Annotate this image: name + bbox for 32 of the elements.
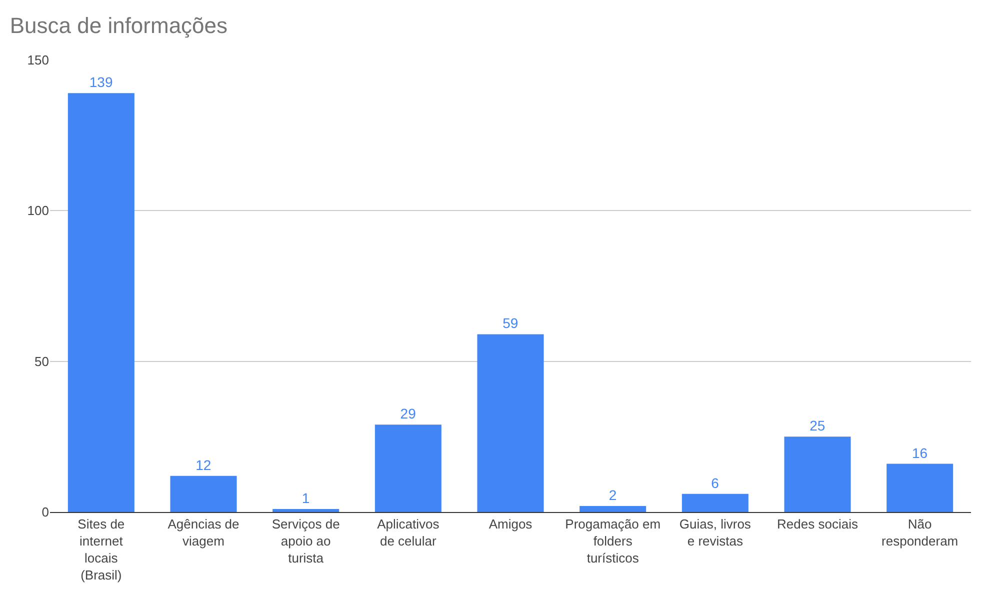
data-label: 12	[196, 456, 212, 473]
data-label: 1	[302, 490, 310, 506]
y-tick-label: 0	[42, 504, 49, 520]
x-tick-label: Guias, livros e revistas	[679, 516, 752, 548]
x-tick-label: Progamação em folders turísticos	[565, 516, 661, 566]
data-label: 59	[502, 315, 518, 332]
x-tick-label: Redes sociais	[777, 516, 858, 532]
bar	[886, 464, 954, 512]
x-tick-label: Aplicativos de celular	[377, 516, 440, 548]
x-tick-label: Sites de internet locais (Brasil)	[78, 516, 125, 582]
bar	[682, 494, 748, 512]
bar	[374, 424, 442, 512]
bar	[170, 476, 237, 512]
y-tick-label: 150	[27, 52, 49, 68]
x-tick-label: Não responderam	[882, 516, 958, 548]
y-tick-label: 50	[34, 354, 49, 369]
data-label: 139	[89, 74, 113, 90]
bar	[68, 93, 134, 512]
bar	[784, 436, 851, 512]
x-tick-label: Amigos	[488, 516, 533, 532]
x-tick-label: Serviços de apoio ao turista	[272, 516, 340, 566]
chart-title: Busca de informações	[10, 13, 228, 38]
data-label: 29	[400, 406, 416, 422]
data-label: 25	[810, 418, 826, 434]
bar	[580, 506, 646, 512]
bar	[477, 334, 544, 512]
data-label: 2	[608, 486, 617, 503]
bar	[272, 508, 340, 512]
y-tick-label: 100	[27, 203, 49, 218]
data-label: 16	[912, 444, 928, 461]
data-label: 6	[711, 474, 720, 491]
x-tick-label: Agências de viagem	[168, 516, 240, 548]
